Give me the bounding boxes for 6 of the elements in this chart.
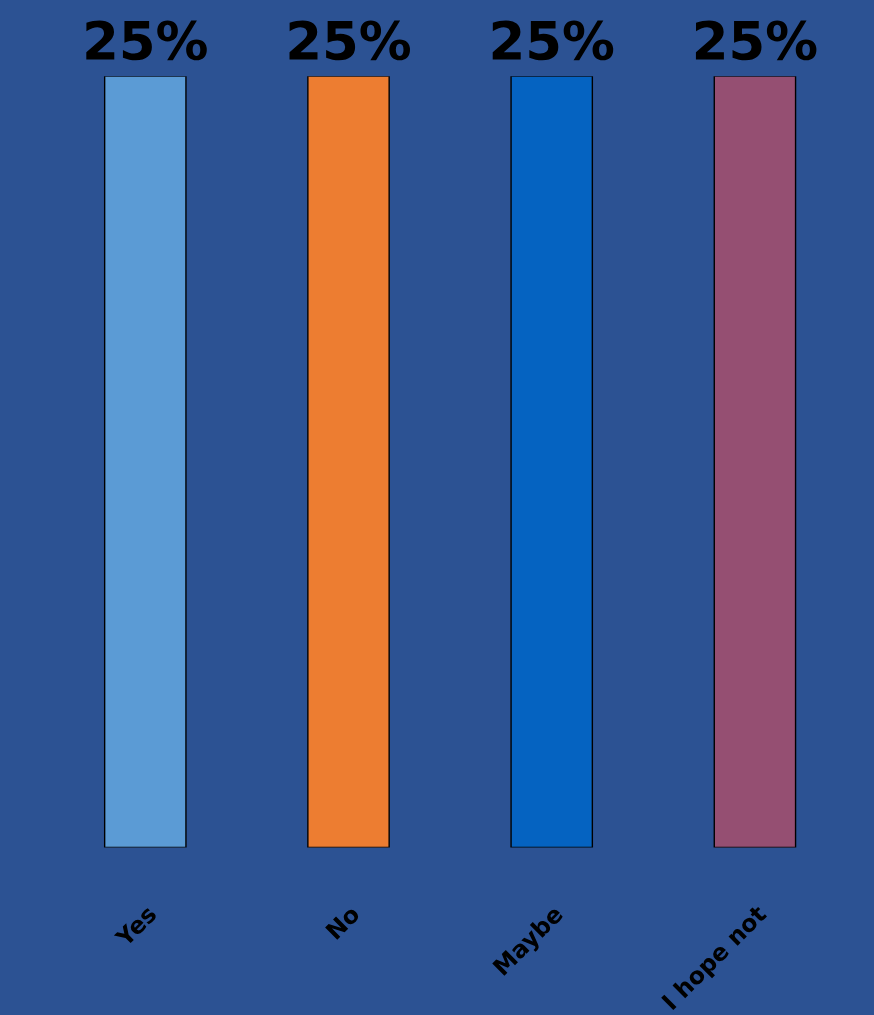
x-tick-label: No (325, 904, 361, 940)
data-label: 25% (289, 20, 410, 61)
data-label: 25% (492, 20, 614, 61)
x-tick-label: Yes (113, 904, 158, 948)
data-label: 25% (695, 20, 817, 61)
data-label: 25% (86, 20, 207, 61)
